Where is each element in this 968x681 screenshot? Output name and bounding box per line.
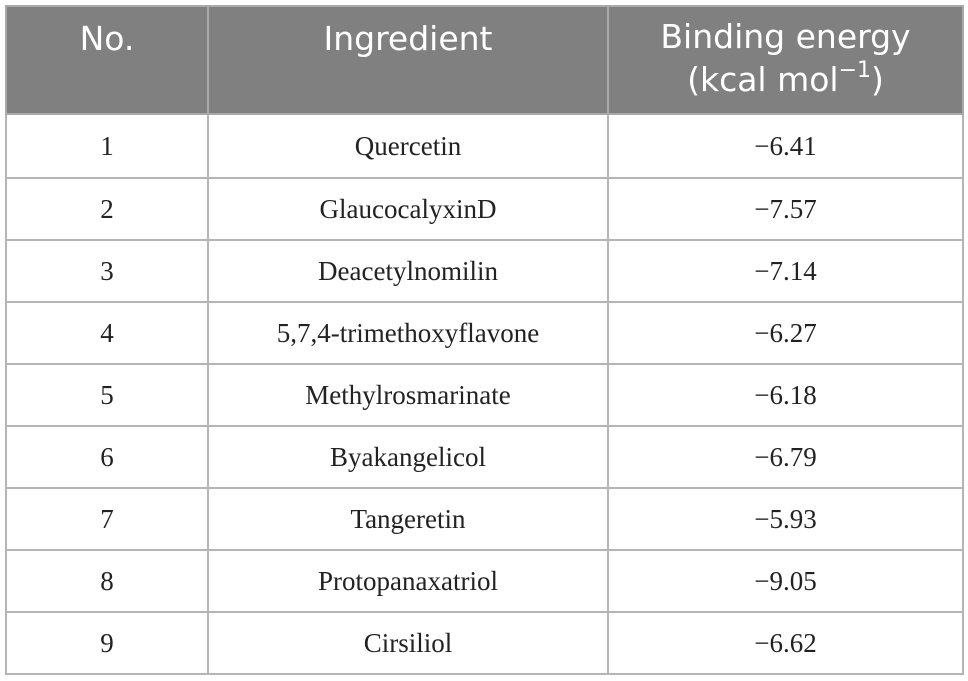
- cell-no: 8: [5, 549, 209, 613]
- cell-no: 6: [5, 425, 209, 489]
- header-binding-energy: Binding energy (kcal mol−1): [607, 5, 964, 115]
- cell-ingredient: Protopanaxatriol: [207, 549, 609, 613]
- table-row: 7 Tangeretin −5.93: [5, 487, 964, 551]
- cell-ingredient: Methylrosmarinate: [207, 363, 609, 427]
- header-binding-energy-unit-line: (kcal mol−1): [615, 58, 956, 101]
- cell-ingredient: 5,7,4-trimethoxyflavone: [207, 301, 609, 365]
- cell-binding-energy: −6.27: [607, 301, 964, 365]
- binding-energy-table-container: No. Ingredient Binding energy (kcal mol−…: [5, 5, 964, 675]
- cell-ingredient: Byakangelicol: [207, 425, 609, 489]
- header-row: No. Ingredient Binding energy (kcal mol−…: [5, 5, 964, 115]
- header-binding-energy-unit: (kcal mol: [687, 60, 839, 99]
- cell-ingredient: GlaucocalyxinD: [207, 177, 609, 241]
- table-row: 3 Deacetylnomilin −7.14: [5, 239, 964, 303]
- cell-no: 3: [5, 239, 209, 303]
- header-binding-energy-unit-close: ): [871, 60, 884, 99]
- header-ingredient: Ingredient: [207, 5, 609, 115]
- header-binding-energy-label: Binding energy: [660, 17, 911, 56]
- cell-no: 2: [5, 177, 209, 241]
- cell-binding-energy: −6.79: [607, 425, 964, 489]
- cell-no: 1: [5, 113, 209, 179]
- cell-ingredient: Quercetin: [207, 113, 609, 179]
- table-header: No. Ingredient Binding energy (kcal mol−…: [5, 5, 964, 115]
- header-binding-energy-unit-exponent: −1: [838, 58, 872, 83]
- cell-binding-energy: −6.41: [607, 113, 964, 179]
- cell-binding-energy: −7.14: [607, 239, 964, 303]
- cell-ingredient: Cirsiliol: [207, 611, 609, 675]
- cell-no: 5: [5, 363, 209, 427]
- table-row: 2 GlaucocalyxinD −7.57: [5, 177, 964, 241]
- cell-no: 9: [5, 611, 209, 675]
- table-row: 5 Methylrosmarinate −6.18: [5, 363, 964, 427]
- cell-binding-energy: −7.57: [607, 177, 964, 241]
- cell-binding-energy: −5.93: [607, 487, 964, 551]
- cell-binding-energy: −6.18: [607, 363, 964, 427]
- cell-no: 7: [5, 487, 209, 551]
- cell-ingredient: Tangeretin: [207, 487, 609, 551]
- cell-no: 4: [5, 301, 209, 365]
- header-no: No.: [5, 5, 209, 115]
- table-row: 6 Byakangelicol −6.79: [5, 425, 964, 489]
- table-row: 1 Quercetin −6.41: [5, 113, 964, 179]
- table-row: 9 Cirsiliol −6.62: [5, 611, 964, 675]
- table-body: 1 Quercetin −6.41 2 GlaucocalyxinD −7.57…: [5, 113, 964, 675]
- cell-binding-energy: −9.05: [607, 549, 964, 613]
- table-row: 4 5,7,4-trimethoxyflavone −6.27: [5, 301, 964, 365]
- binding-energy-table: No. Ingredient Binding energy (kcal mol−…: [5, 5, 964, 675]
- cell-binding-energy: −6.62: [607, 611, 964, 675]
- cell-ingredient: Deacetylnomilin: [207, 239, 609, 303]
- table-row: 8 Protopanaxatriol −9.05: [5, 549, 964, 613]
